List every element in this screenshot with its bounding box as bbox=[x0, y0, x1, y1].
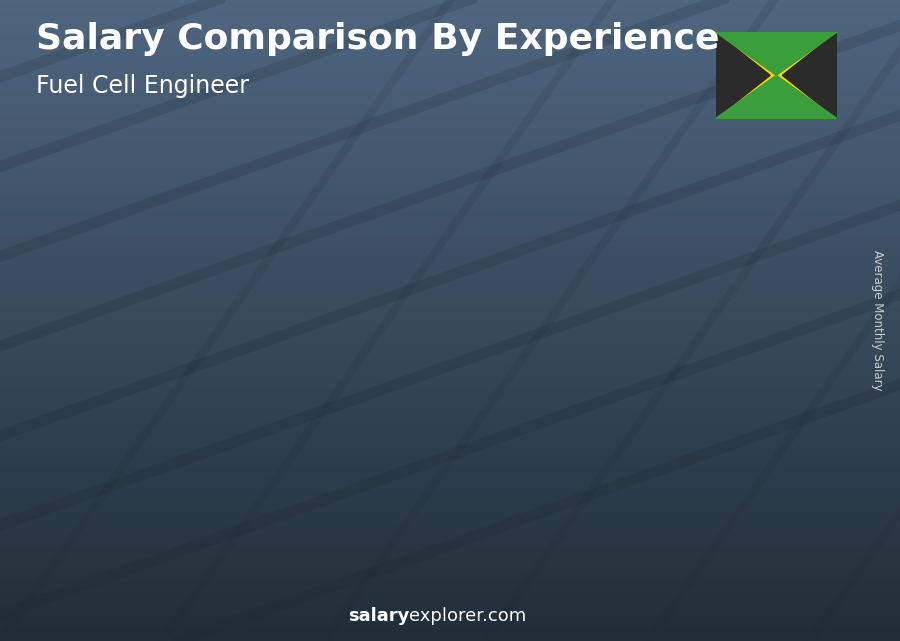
Text: Average Monthly Salary: Average Monthly Salary bbox=[871, 250, 884, 391]
Polygon shape bbox=[324, 354, 406, 363]
Polygon shape bbox=[198, 407, 280, 416]
Text: +nan%: +nan% bbox=[252, 287, 346, 311]
Bar bbox=[575, 263, 641, 564]
Polygon shape bbox=[138, 476, 154, 564]
Text: salary: salary bbox=[348, 607, 410, 625]
Polygon shape bbox=[767, 212, 783, 564]
Polygon shape bbox=[575, 254, 657, 263]
Polygon shape bbox=[782, 32, 837, 119]
Polygon shape bbox=[716, 32, 770, 119]
Polygon shape bbox=[515, 301, 531, 564]
Bar bbox=[324, 363, 390, 564]
Text: +nan%: +nan% bbox=[378, 231, 471, 255]
Bar bbox=[701, 221, 767, 564]
Text: +nan%: +nan% bbox=[127, 342, 220, 366]
Polygon shape bbox=[716, 32, 837, 75]
Text: 0 JMD: 0 JMD bbox=[720, 192, 764, 207]
Bar bbox=[73, 485, 138, 564]
Text: 0 JMD: 0 JMD bbox=[92, 456, 135, 471]
Polygon shape bbox=[450, 301, 531, 311]
Polygon shape bbox=[701, 212, 783, 221]
Text: +nan%: +nan% bbox=[629, 137, 723, 160]
Polygon shape bbox=[716, 75, 837, 119]
Polygon shape bbox=[641, 254, 657, 564]
Text: Fuel Cell Engineer: Fuel Cell Engineer bbox=[36, 74, 249, 97]
Text: explorer.com: explorer.com bbox=[410, 607, 526, 625]
Text: 0 JMD: 0 JMD bbox=[594, 235, 638, 249]
Text: 0 JMD: 0 JMD bbox=[469, 282, 512, 297]
Text: +nan%: +nan% bbox=[504, 181, 597, 205]
Text: 0 JMD: 0 JMD bbox=[217, 388, 261, 403]
Polygon shape bbox=[264, 407, 280, 564]
Text: Salary Comparison By Experience: Salary Comparison By Experience bbox=[36, 22, 719, 56]
Polygon shape bbox=[73, 476, 154, 485]
Text: 0 JMD: 0 JMD bbox=[343, 335, 387, 350]
Bar bbox=[450, 311, 515, 564]
Bar bbox=[198, 416, 264, 564]
Polygon shape bbox=[390, 354, 406, 564]
